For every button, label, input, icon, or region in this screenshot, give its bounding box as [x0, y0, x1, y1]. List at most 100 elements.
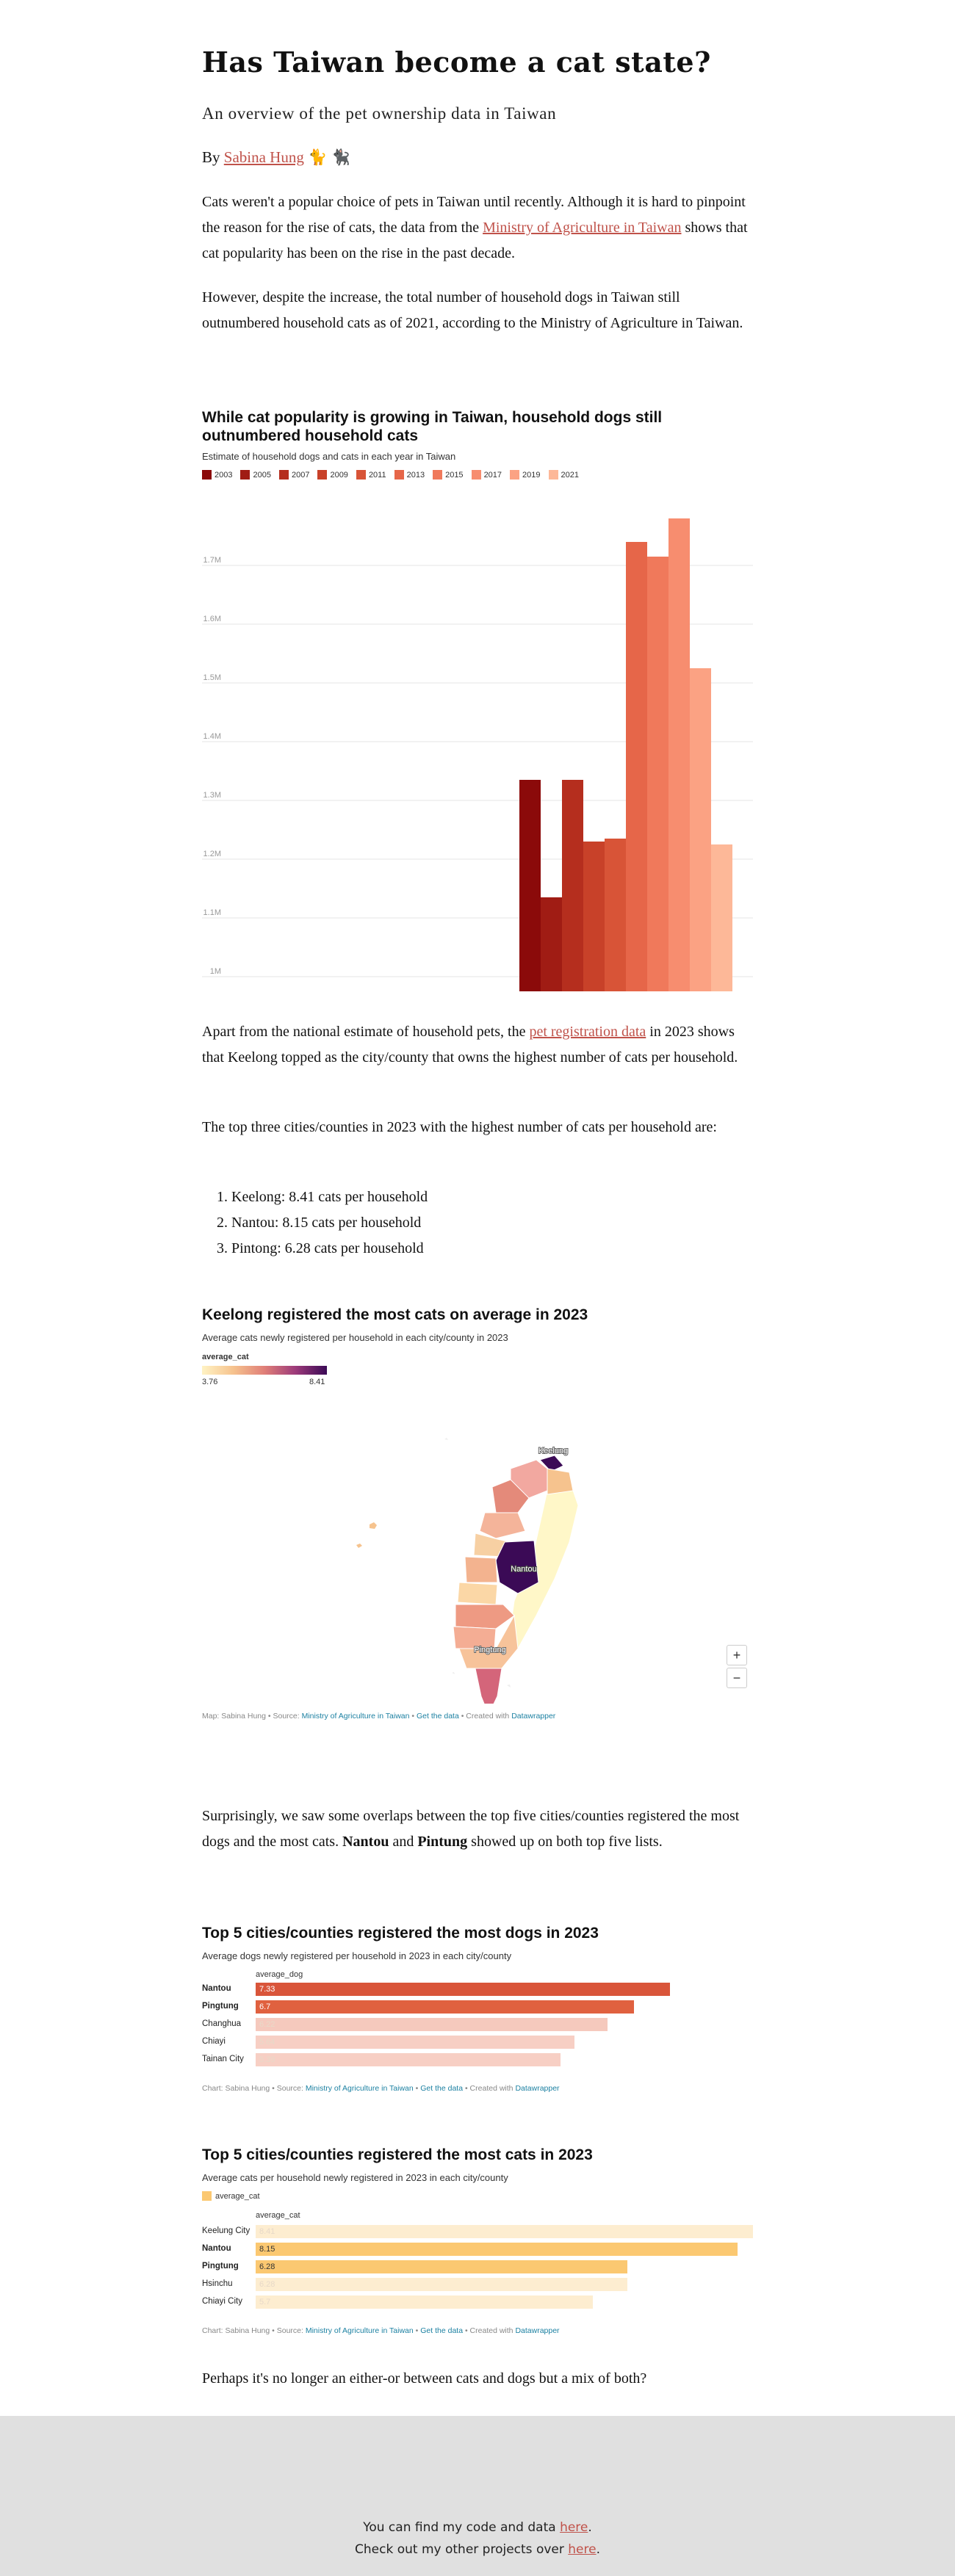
chart3-footer-prefix: Chart: Sabina Hung • Source:	[202, 2084, 303, 2093]
chart1-legend-label: 2011	[368, 470, 386, 480]
chart2-description: Average cats newly registered per househ…	[202, 1332, 508, 1343]
hbar-category-label: Keelung City	[202, 2226, 251, 2235]
hbar-bar	[256, 2036, 574, 2049]
map-zoom-out-button[interactable]: −	[727, 1668, 747, 1688]
chart2-datawrapper-link[interactable]: Datawrapper	[511, 1712, 556, 1721]
map-legend-max: 8.41	[309, 1378, 325, 1386]
hbar-value-label: 6.7	[259, 2002, 271, 2011]
chart1-plot: 1M 1.1M 1.2M 1.3M 1.4M 1.5M 1.6M 1.7M	[202, 518, 753, 991]
chart4-footer: Chart: Sabina Hung • Source: Ministry of…	[202, 2326, 560, 2335]
island-small-1	[444, 1438, 448, 1440]
footer-line-2: Check out my other projects over here.	[0, 2542, 955, 2557]
pet-registration-link[interactable]: pet registration data	[529, 1024, 646, 1040]
list-item: Pintong: 6.28 cats per household	[231, 1236, 428, 1262]
paragraph-6: Perhaps it's no longer an either-or betw…	[202, 2370, 647, 2387]
chart1-legend-swatch	[202, 470, 212, 480]
chart2-footer-created: • Created with	[461, 1712, 510, 1721]
hbar-value-label: 5.7	[259, 2298, 271, 2307]
taiwan-map[interactable]: Keelung Nantou Pingtung	[202, 1395, 753, 1704]
hbar-bar	[256, 2053, 561, 2066]
chart1-legend-item: 2017	[471, 470, 502, 480]
chart1-legend-item: 2003	[202, 470, 232, 480]
chart4-datawrapper-link[interactable]: Datawrapper	[515, 2326, 560, 2335]
chart1-ytick-label: 1.4M	[203, 732, 221, 741]
hbar-category-label: Pingtung	[202, 2002, 239, 2011]
byline-emoji: 🐈 🐈‍⬛	[308, 148, 350, 166]
chart4-source-link[interactable]: Ministry of Agriculture in Taiwan	[305, 2326, 414, 2335]
chart1-ytick-label: 1M	[210, 967, 221, 976]
chart1-legend-swatch	[433, 470, 443, 480]
county-northwest	[491, 1479, 530, 1513]
chart1-legend-label: 2013	[406, 470, 425, 480]
paragraph-1-text: Cats weren't a popular choice of pets in…	[202, 194, 746, 236]
hbar-bar	[256, 2295, 593, 2309]
chart3-datawrapper-link[interactable]: Datawrapper	[515, 2084, 560, 2093]
article-title: Has Taiwan become a cat state?	[202, 46, 711, 79]
code-data-link[interactable]: here	[560, 2520, 588, 2535]
chart3-description: Average dogs newly registered per househ…	[202, 1950, 512, 1961]
footer-line-1: You can find my code and data here.	[0, 2520, 955, 2535]
chart1-ytick-label: 1.6M	[203, 615, 221, 623]
chart3-column-label: average_dog	[256, 1970, 303, 1979]
hbar-value-label: 6.22	[259, 2020, 275, 2029]
hbar-bar	[256, 2243, 738, 2256]
chart1-legend-swatch	[356, 470, 366, 480]
hbar-value-label: 5.39	[259, 2055, 275, 2064]
chart1-legend-item: 2009	[317, 470, 348, 480]
chart1-bar-2011	[605, 839, 626, 991]
byline: By Sabina Hung 🐈 🐈‍⬛	[202, 148, 350, 167]
paragraph-1-text-end: shows that cat popularity has been on th…	[202, 220, 748, 261]
chart1-legend-label: 2017	[483, 470, 502, 480]
paragraph-2: However, despite the increase, the total…	[202, 289, 743, 331]
chart1-ytick-label: 1.2M	[203, 850, 221, 858]
chart2-data-link[interactable]: Get the data	[417, 1712, 459, 1721]
map-legend-gradient	[202, 1366, 327, 1375]
projects-link[interactable]: here	[568, 2542, 597, 2557]
chart3-footer: Chart: Sabina Hung • Source: Ministry of…	[202, 2084, 560, 2093]
hbar-category-label: Nantou	[202, 1984, 231, 1993]
hbar-category-label: Chiayi	[202, 2037, 226, 2046]
chart1-ytick-label: 1.7M	[203, 556, 221, 565]
hbar-value-label: 6.28	[259, 2262, 275, 2271]
hbar-value-label: 6.28	[259, 2280, 275, 2289]
paragraph-5: Surprisingly, we saw some overlaps betwe…	[202, 1803, 753, 1855]
byline-prefix: By	[202, 148, 220, 166]
chart1-legend-item: 2019	[510, 470, 541, 480]
chart3-data-link[interactable]: Get the data	[420, 2084, 464, 2093]
chart1-legend-item: 2013	[394, 470, 425, 480]
chart2-footer-sep: •	[411, 1712, 415, 1721]
map-zoom-in-button[interactable]: +	[727, 1645, 747, 1665]
hbar-category-label: Changhua	[202, 2019, 242, 2028]
chart1-legend-label: 2005	[253, 470, 271, 480]
author-link[interactable]: Sabina Hung	[223, 148, 304, 166]
footer-line-1-end: .	[588, 2520, 592, 2535]
chart3-footer-created: • Created with	[464, 2084, 513, 2093]
paragraph-5-text-end: showed up on both top five lists.	[471, 1834, 663, 1850]
chart3-title: Top 5 cities/counties registered the mos…	[202, 1925, 599, 1942]
chart3-source-link[interactable]: Ministry of Agriculture in Taiwan	[305, 2084, 414, 2093]
chart1-bar-2019	[690, 668, 711, 991]
chart4-legend: average_cat	[202, 2191, 260, 2201]
chart2-source-link[interactable]: Ministry of Agriculture in Taiwan	[301, 1712, 410, 1721]
footer-line-2-end: .	[596, 2542, 600, 2557]
county-chiayi	[455, 1604, 515, 1629]
hbar-value-label: 8.41	[259, 2227, 275, 2236]
map-label-pingtung: Pingtung	[474, 1646, 505, 1654]
county-miaoli	[479, 1512, 526, 1539]
footer-line-2-text: Check out my other projects over	[355, 2542, 564, 2557]
list-item: Keelong: 8.41 cats per household	[231, 1184, 428, 1210]
ministry-link[interactable]: Ministry of Agriculture in Taiwan	[483, 220, 682, 236]
map-legend-min: 3.76	[202, 1378, 218, 1386]
hbar-value-label: 7.33	[259, 1985, 275, 1994]
chart1-bar-2007	[562, 780, 583, 991]
chart1-bar-2005	[541, 897, 562, 991]
county-pingtung	[475, 1668, 502, 1704]
chart4-description: Average cats per household newly registe…	[202, 2172, 508, 2183]
island-small-3	[507, 1685, 511, 1687]
paragraph-5-bold-pintung: Pintung	[417, 1834, 468, 1850]
chart1-ytick-label: 1.3M	[203, 791, 221, 800]
chart4-data-link[interactable]: Get the data	[420, 2326, 464, 2335]
chart1-legend-item: 2011	[356, 470, 386, 480]
chart2-title: Keelong registered the most cats on aver…	[202, 1306, 588, 1323]
